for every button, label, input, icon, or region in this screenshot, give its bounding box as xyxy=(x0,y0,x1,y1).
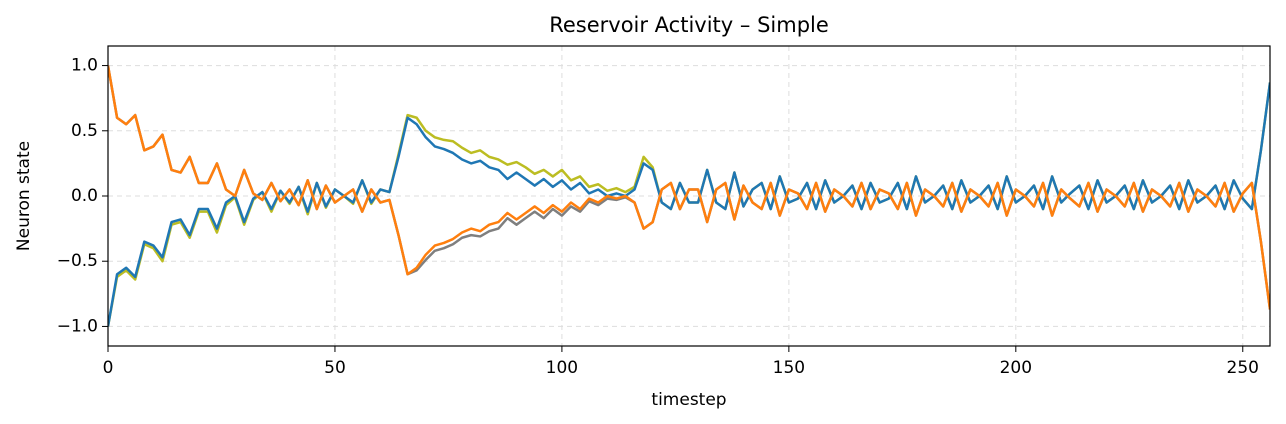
x-tick-label: 150 xyxy=(773,358,805,378)
plot-area xyxy=(108,65,1270,327)
x-tick-label: 100 xyxy=(546,358,578,378)
chart-title: Reservoir Activity – Simple xyxy=(549,13,829,37)
grid xyxy=(107,46,1270,346)
y-tick-label: −1.0 xyxy=(57,316,98,336)
x-tick-label: 0 xyxy=(103,358,114,378)
series-line xyxy=(108,65,1270,310)
y-tick-label: 0.5 xyxy=(71,121,98,141)
ticks: 0 50 100 150 200 250 −1.0 −0.5 0.0 0.5 1.0 xyxy=(57,56,1259,378)
x-tick-label: 50 xyxy=(324,358,346,378)
y-axis-label: Neuron state xyxy=(14,141,34,251)
x-axis-label: timestep xyxy=(651,390,726,410)
x-tick-label: 200 xyxy=(1000,358,1032,378)
y-tick-label: 1.0 xyxy=(71,56,98,76)
x-tick-label: 250 xyxy=(1227,358,1259,378)
y-tick-label: 0.0 xyxy=(71,186,98,206)
y-tick-label: −0.5 xyxy=(57,251,98,271)
